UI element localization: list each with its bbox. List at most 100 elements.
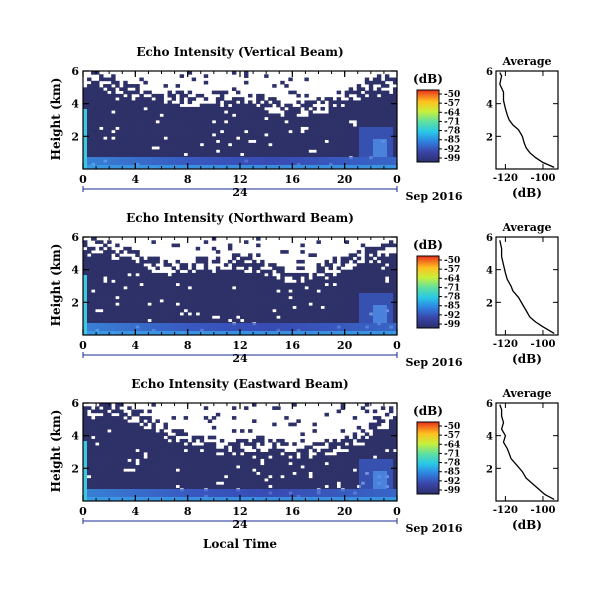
echo-cell	[336, 279, 342, 284]
echo-cell	[376, 266, 382, 271]
echo-cell	[268, 299, 273, 303]
echo-cell	[324, 146, 329, 150]
echo-cell	[99, 471, 104, 476]
echo-cell	[227, 276, 233, 280]
average-xlabel: (dB)	[512, 352, 542, 366]
echo-cell	[292, 286, 297, 290]
echo-cell	[179, 295, 185, 300]
echo-cell	[111, 272, 116, 277]
echo-cell	[272, 474, 277, 479]
echo-cell	[175, 452, 181, 456]
echo-cell	[340, 126, 346, 131]
echo-cell	[352, 282, 358, 287]
echo-cell	[179, 90, 185, 95]
echo-cell	[151, 292, 156, 297]
echo-cell	[163, 133, 168, 137]
echo-cell	[171, 448, 176, 453]
echo-cell	[316, 149, 321, 154]
echo-cell	[268, 146, 273, 150]
echo-cell	[244, 279, 249, 284]
echo-cell	[276, 282, 281, 287]
echo-cell	[103, 259, 108, 264]
echo-cell	[296, 481, 301, 486]
echo-cell	[211, 435, 217, 440]
echo-cell	[300, 471, 305, 476]
echo-cell	[312, 422, 317, 427]
echo-cell	[264, 484, 269, 489]
echo-cell	[195, 478, 201, 482]
echo-cell	[203, 259, 209, 264]
echo-cell	[123, 282, 128, 287]
echo-cell	[155, 442, 160, 446]
echo-cell	[215, 259, 221, 264]
echo-cell	[167, 133, 172, 137]
echo-cell	[284, 478, 289, 482]
echo-cell	[388, 240, 394, 244]
echo-cell	[119, 308, 124, 313]
echo-cell	[340, 302, 346, 306]
echo-cell	[244, 106, 249, 111]
echo-cell	[211, 416, 217, 420]
echo-cell	[147, 276, 152, 280]
echo-cell	[119, 461, 124, 466]
echo-cell	[119, 305, 124, 310]
echo-cell	[324, 120, 329, 124]
echo-cell	[103, 412, 108, 417]
echo-cell	[195, 282, 201, 287]
echo-cell	[107, 422, 112, 427]
echo-cell	[332, 139, 338, 144]
echo-cell	[332, 286, 338, 290]
echo-cell	[119, 113, 124, 118]
x-tick-label: 8	[184, 339, 192, 352]
echo-cell	[328, 136, 333, 140]
echo-cell	[179, 308, 185, 313]
colorbar-tick-label: -78	[444, 127, 460, 137]
echo-cell	[155, 152, 160, 157]
echo-cell	[207, 282, 213, 287]
echo-cell	[127, 308, 132, 313]
echo-cell	[115, 149, 120, 154]
echo-cell	[143, 113, 148, 118]
echo-cell	[179, 120, 185, 124]
echo-cell	[151, 438, 156, 443]
echo-cell	[183, 93, 189, 98]
echo-cell	[99, 97, 104, 101]
echo-cell	[304, 312, 309, 316]
echo-cell	[171, 139, 176, 144]
echo-cell	[368, 80, 374, 85]
echo-cell	[171, 438, 176, 443]
echo-cell	[252, 458, 257, 463]
echo-cell	[111, 416, 116, 420]
echo-cell	[344, 308, 350, 313]
echo-cell	[115, 422, 120, 427]
echo-cell	[268, 97, 273, 101]
echo-cell	[235, 120, 241, 124]
echo-cell	[143, 266, 148, 271]
echo-cell	[248, 100, 253, 105]
echo-cell	[328, 289, 333, 293]
echo-cell	[99, 269, 104, 274]
echo-cell	[199, 302, 205, 306]
echo-cell	[139, 468, 144, 472]
echo-cell	[187, 468, 193, 472]
echo-cell	[360, 266, 366, 271]
echo-cell	[219, 272, 225, 277]
echo-cell	[115, 305, 120, 310]
echo-cell	[392, 152, 398, 157]
echo-cell	[219, 276, 225, 280]
echo-cell	[260, 276, 265, 280]
echo-cell	[167, 295, 172, 300]
echo-cell	[280, 136, 285, 140]
echo-cell	[256, 468, 261, 472]
echo-cell	[336, 116, 342, 121]
echo-cell	[115, 93, 120, 98]
echo-cell	[163, 422, 168, 427]
echo-cell	[207, 126, 213, 131]
echo-cell	[356, 146, 362, 150]
echo-cell	[324, 129, 329, 134]
echo-cell	[296, 461, 301, 466]
echo-cell	[127, 146, 132, 150]
echo-cell	[143, 282, 148, 287]
echo-cell	[340, 269, 346, 274]
echo-cell	[352, 295, 358, 300]
